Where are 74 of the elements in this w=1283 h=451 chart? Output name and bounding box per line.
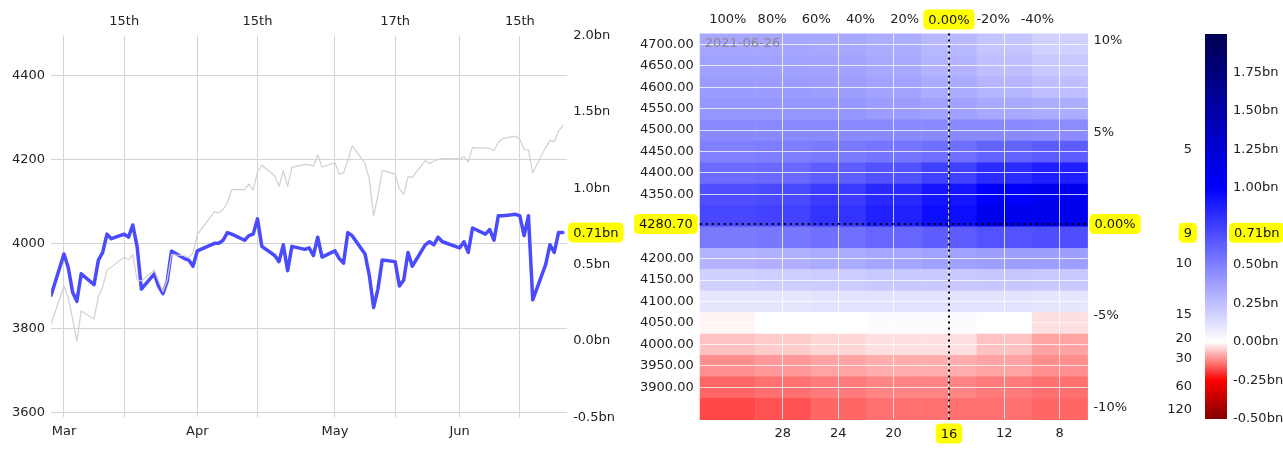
color-bar-label: 1.50bn bbox=[1233, 102, 1279, 118]
y-tick-label: 4200 bbox=[11, 151, 46, 167]
text: 0.71bn bbox=[1234, 225, 1280, 241]
y-tick-label: 4400.00 bbox=[639, 164, 694, 180]
text: 5 bbox=[1183, 140, 1192, 156]
text: 60 bbox=[1175, 378, 1192, 394]
x2-tick-label: -40% bbox=[1020, 11, 1055, 27]
y-tick-label: 4200.00 bbox=[639, 250, 694, 266]
text: 30 bbox=[1175, 350, 1192, 366]
y-tick-label: 3950.00 bbox=[639, 357, 694, 373]
x2-tick-label: 17th bbox=[380, 13, 411, 29]
x2-tick-label: 15th bbox=[242, 13, 273, 29]
x-tick-label: 24 bbox=[829, 424, 847, 440]
x2-tick-label: 0.00% bbox=[928, 11, 970, 27]
y2-tick-label: 5% bbox=[1093, 123, 1115, 139]
y2-tick-label: 1.0bn bbox=[573, 179, 611, 195]
x-tick-label: 20 bbox=[885, 424, 902, 440]
y2-tick-label: 2.0bn bbox=[573, 26, 611, 42]
y-tick-label: 4000.00 bbox=[639, 335, 694, 351]
ref-line-label: 0.00% bbox=[1094, 216, 1136, 232]
y2-tick-label: 1.5bn bbox=[573, 103, 611, 119]
data-label: 0.71bn bbox=[573, 224, 619, 240]
text: 4280.70 bbox=[639, 216, 693, 232]
color-bar-label: 1.25bn bbox=[1233, 140, 1279, 156]
annotation: 2021-06-26 bbox=[704, 35, 781, 51]
y2-tick-label: 10% bbox=[1093, 31, 1123, 47]
y-tick-label: 4700.00 bbox=[639, 35, 694, 51]
text: 10 bbox=[1175, 254, 1192, 270]
y-tick-label: 4500.00 bbox=[639, 121, 694, 137]
y2-tick-label: -0.5bn bbox=[573, 408, 615, 424]
x-tick-label: 12 bbox=[996, 424, 1013, 440]
x2-tick-label: 60% bbox=[801, 11, 831, 27]
text: 15 bbox=[1175, 305, 1192, 321]
x2-tick-label: 15th bbox=[504, 13, 535, 29]
y-tick-label: 4050.00 bbox=[639, 314, 694, 330]
color-bar-label: 0.25bn bbox=[1233, 294, 1279, 310]
x2-tick-label: -20% bbox=[976, 11, 1011, 27]
color-bar-label: 1.75bn bbox=[1233, 63, 1279, 79]
x-tick-label: May bbox=[321, 422, 349, 438]
y2-tick-label: -5% bbox=[1093, 307, 1119, 323]
x2-tick-label: 20% bbox=[890, 11, 920, 27]
color-bar-label: 0.00bn bbox=[1233, 333, 1279, 349]
x-tick-label: Mar bbox=[51, 422, 77, 438]
y-tick-label: 3600 bbox=[11, 403, 46, 419]
y-tick-label: 4150.00 bbox=[639, 271, 694, 287]
y-tick-label: 4600.00 bbox=[639, 78, 694, 94]
y-tick-label: 3900.00 bbox=[639, 378, 694, 394]
color-bar-label: -0.25bn bbox=[1233, 371, 1283, 387]
y-tick-label: 4350.00 bbox=[639, 185, 694, 201]
y-tick-label: 4100.00 bbox=[639, 292, 694, 308]
y-tick-label: 3800 bbox=[11, 319, 46, 335]
y-tick-label: 4450.00 bbox=[639, 142, 694, 158]
color-bar-label: -0.50bn bbox=[1233, 410, 1283, 426]
y2-tick-label: 0.0bn bbox=[573, 332, 611, 348]
x2-tick-label: 40% bbox=[846, 11, 875, 27]
x-tick-label: Apr bbox=[186, 422, 210, 438]
text: 20 bbox=[1175, 330, 1192, 346]
y-tick-label: 4650.00 bbox=[639, 57, 694, 73]
y2-tick-label: 0.5bn bbox=[573, 256, 611, 272]
x-tick-label: 8 bbox=[1055, 424, 1064, 440]
y2-tick-label: -10% bbox=[1093, 399, 1128, 415]
text: 9 bbox=[1183, 225, 1193, 241]
x-tick-label: Jun bbox=[448, 422, 470, 438]
x-tick-label: 16 bbox=[940, 425, 958, 441]
y-tick-label: 4400 bbox=[11, 66, 46, 82]
y-tick-label: 4000 bbox=[11, 235, 46, 251]
x2-tick-label: 80% bbox=[757, 11, 787, 27]
color-bar-label: 0.50bn bbox=[1233, 256, 1279, 272]
x-tick-label: 28 bbox=[774, 424, 792, 440]
x2-tick-label: 100% bbox=[709, 11, 747, 27]
x2-tick-label: 15th bbox=[109, 13, 140, 29]
text: 120 bbox=[1167, 401, 1192, 417]
y-tick-label: 4550.00 bbox=[639, 99, 694, 115]
color-bar-label: 1.00bn bbox=[1233, 179, 1279, 195]
